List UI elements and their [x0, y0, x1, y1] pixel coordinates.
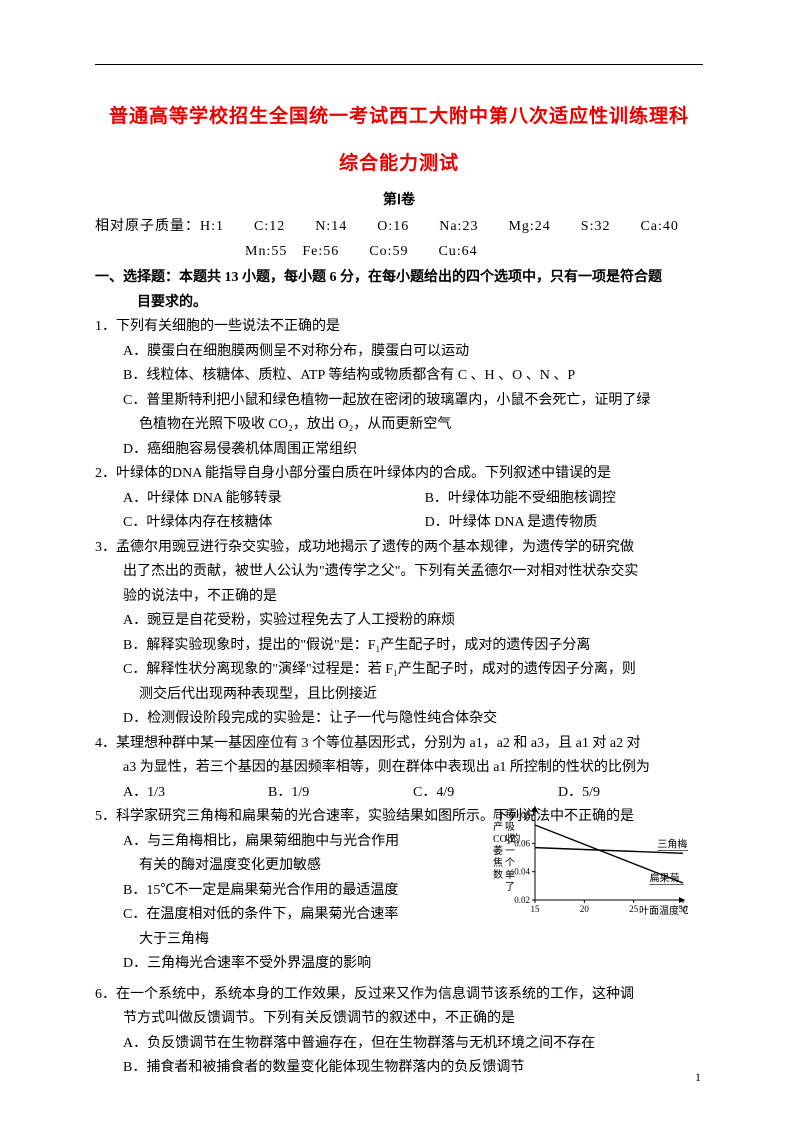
q5-opt-a: A．与三角梅相比，扁果菊细胞中与光合作用 [95, 830, 448, 855]
q1-opt-a: A．膜蛋白在细胞膜两侧呈不对称分布，膜蛋白可以运动 [95, 340, 703, 365]
svg-text:叶面温度℃: 叶面温度℃ [639, 904, 688, 917]
svg-text:产: 产 [493, 820, 503, 833]
q6-stem-2: 节方式叫做反馈调节。下列有关反馈调节的叙述中，不正确的是 [95, 1007, 703, 1032]
svg-text:20: 20 [580, 904, 590, 914]
svg-text:0.04: 0.04 [514, 867, 530, 877]
section-1-heading: 一、选择题：本题共 13 小题，每小题 6 分，在每小题给出的四个选项中，只有一… [95, 266, 703, 315]
svg-text:扁果菊: 扁果菊 [650, 871, 680, 884]
svg-text:个: 个 [505, 857, 515, 869]
svg-text:数: 数 [493, 868, 503, 881]
svg-text:三角梅: 三角梅 [657, 837, 687, 850]
svg-text:了: 了 [505, 881, 515, 893]
q5-opt-c-cont: 大于三角梅 [95, 928, 448, 953]
q3-stem-1: 3．孟德尔用豌豆进行杂交实验，成功地揭示了遗传的两个基本规律，为遗传学的研究做 [95, 536, 703, 561]
svg-text:0.08: 0.08 [514, 810, 530, 820]
svg-text:后: 后 [493, 809, 503, 821]
question-6: 6．在一个系统中，系统本身的工作效果，反过来又作为信息调节该系统的工作，这种调 … [95, 983, 703, 1081]
q3-stem-2: 出了杰出的贡献，被世人公认为"遗传学之父"。下列有关孟德尔一对相对性状杂交实 [95, 560, 703, 585]
question-3: 3．孟德尔用豌豆进行杂交实验，成功地揭示了遗传的两个基本规律，为遗传学的研究做 … [95, 536, 703, 732]
q2-stem: 2．叶绿体的DNA 能指导自身小部分蛋白质在叶绿体内的合成。下列叙述中错误的是 [95, 462, 703, 487]
page-number: 1 [695, 1067, 701, 1088]
svg-text:萎: 萎 [493, 845, 503, 857]
q6-stem-1: 6．在一个系统中，系统本身的工作效果，反过来又作为信息调节该系统的工作，这种调 [95, 983, 703, 1008]
q4-stem-1: 4．某理想种群中某一基因座位有 3 个等位基因形式，分别为 a1，a2 和 a3… [95, 732, 703, 757]
question-1: 1．下列有关细胞的一些说法不正确的是 A．膜蛋白在细胞膜两侧呈不对称分布，膜蛋白… [95, 315, 703, 462]
q2-opt-a: A．叶绿体 DNA 能够转录 [123, 487, 425, 512]
q3-stem-3: 验的说法中，不正确的是 [95, 585, 703, 610]
q1-opt-b: B．线粒体、核糖体、质粒、ATP 等结构或物质都含有 C 、H 、O 、N 、P [95, 364, 703, 389]
svg-text:25: 25 [629, 904, 639, 914]
section-1-text: 一、选择题：本题共 13 小题，每小题 6 分，在每小题给出的四个选项中，只有一… [95, 270, 662, 285]
q5-opt-a-cont: 有关的酶对温度变化更加敏感 [95, 854, 448, 879]
question-2: 2．叶绿体的DNA 能指导自身小部分蛋白质在叶绿体内的合成。下列叙述中错误的是 … [95, 462, 703, 536]
q5-opt-c: C．在温度相对低的条件下，扁果菊光合速率 [95, 903, 448, 928]
q3-opt-b: B．解释实验现象时，提出的"假说"是：F₁产生配子时，成对的遗传因子分离 [95, 634, 703, 659]
svg-text:吸: 吸 [505, 822, 515, 833]
q6-opt-b: B．捕食者和被捕食者的数量变化能体现生物群落内的负反馈调节 [95, 1056, 703, 1081]
volume-label: 第Ⅰ卷 [95, 189, 703, 214]
q3-opt-a: A．豌豆是自花受粉，实验过程免去了人工授粉的麻烦 [95, 609, 703, 634]
photosynthesis-chart: 0.020.040.060.0815202530三角梅扁果菊叶面温度℃每吸收一个… [493, 802, 688, 920]
mass-label: 相对原子质量： [95, 219, 200, 234]
svg-text:每: 每 [505, 808, 515, 821]
q1-opt-c-cont: 色植物在光照下吸收 CO₂，放出 O₂，从而更新空气 [95, 413, 703, 438]
svg-text:一: 一 [505, 846, 515, 857]
q3-opt-c-cont: 测交后代出现两种表现型，且比例接近 [95, 683, 703, 708]
q3-opt-c: C．解释性状分离现象的"演绎"过程是：若 F₁产生配子时，成对的遗传因子分离，则 [95, 658, 703, 683]
svg-text:0.02: 0.02 [514, 895, 530, 905]
title-line-1: 普通高等学校招生全国统一考试西工大附中第八次适应性训练理科 [95, 100, 703, 133]
svg-text:单: 单 [505, 869, 515, 881]
q2-opt-c: C．叶绿体内存在核糖体 [123, 511, 425, 536]
q1-stem: 1．下列有关细胞的一些说法不正确的是 [95, 315, 703, 340]
q3-opt-d: D．检测假设阶段完成的实验是：让子一代与隐性纯合体杂交 [95, 707, 703, 732]
q1-opt-d: D．癌细胞容易侵袭机体周围正常组织 [95, 438, 703, 463]
svg-text:15: 15 [531, 904, 541, 914]
q4-opt-b: B．1/9 [268, 781, 413, 806]
q1-opt-c: C．普里斯特利把小鼠和绿色植物一起放在密闭的玻璃罩内，小鼠不会死亡，证明了绿 [95, 389, 703, 414]
svg-text:CO₂的: CO₂的 [493, 832, 520, 845]
q5-opt-b: B．15℃不一定是扁果菊光合作用的最适温度 [95, 879, 448, 904]
title-line-2: 综合能力测试 [95, 147, 703, 180]
q4-opt-a: A．1/3 [123, 781, 268, 806]
q4-stem-2: a3 为显性，若三个基因的基因频率相等，则在群体中表现出 a1 所控制的性状的比… [95, 756, 703, 781]
section-1-cont: 目要求的。 [95, 291, 703, 316]
svg-text:焦: 焦 [493, 856, 503, 869]
q5-opt-d: D．三角梅光合速率不受外界温度的影响 [95, 952, 448, 977]
atomic-mass-line-1: 相对原子质量：H:1 C:12 N:14 O:16 Na:23 Mg:24 S:… [95, 215, 703, 240]
top-rule [95, 64, 703, 65]
q6-opt-a: A．负反馈调节在生物群落中普遍存在，但在生物群落与无机环境之间不存在 [95, 1032, 703, 1057]
atomic-mass-line-2: Mn:55 Fe:56 Co:59 Cu:64 [95, 240, 703, 265]
q2-opt-d: D．叶绿体 DNA 是遗传物质 [425, 511, 703, 536]
mass-values-1: H:1 C:12 N:14 O:16 Na:23 Mg:24 S:32 Ca:4… [200, 219, 679, 234]
q2-opt-b: B．叶绿体功能不受细胞核调控 [425, 487, 703, 512]
question-4: 4．某理想种群中某一基因座位有 3 个等位基因形式，分别为 a1，a2 和 a3… [95, 732, 703, 806]
